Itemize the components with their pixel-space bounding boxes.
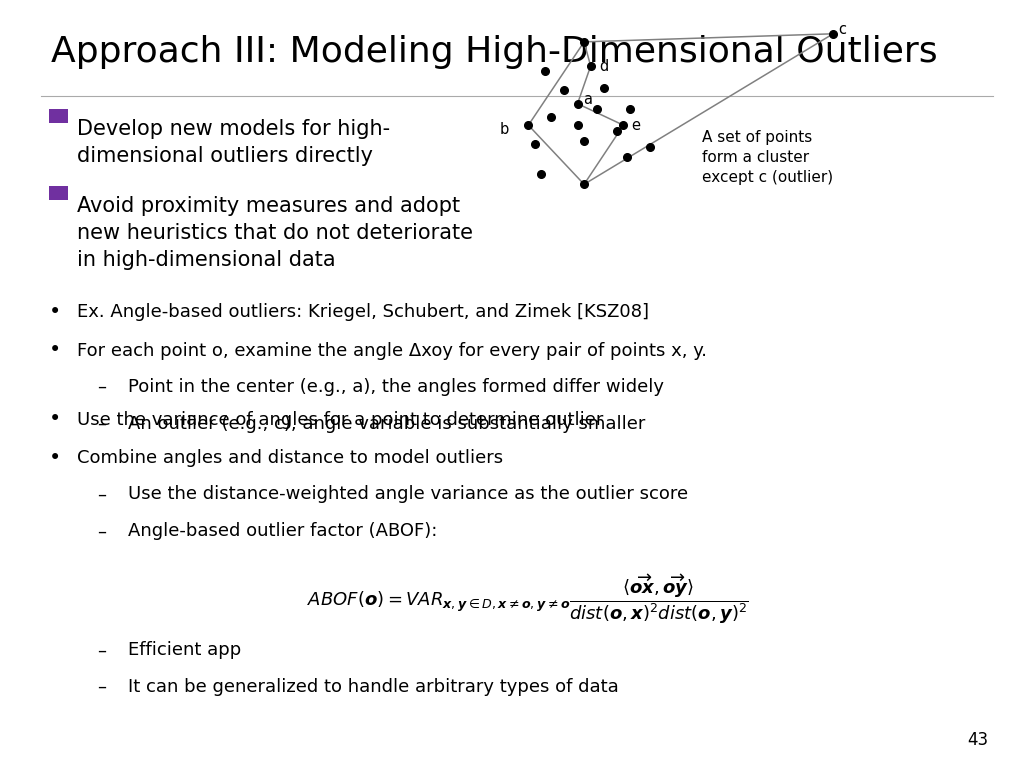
- Text: –: –: [97, 522, 106, 540]
- Text: Use the distance-weighted angle variance as the outlier score: Use the distance-weighted angle variance…: [128, 485, 688, 503]
- Text: d: d: [599, 58, 608, 74]
- Text: e: e: [632, 118, 641, 133]
- Text: It can be generalized to handle arbitrary types of data: It can be generalized to handle arbitrar…: [128, 678, 618, 696]
- Bar: [49, 186, 68, 200]
- Text: 43: 43: [967, 731, 988, 749]
- Text: Efficient app: Efficient app: [128, 641, 242, 659]
- Text: For each point o, examine the angle Δxoy for every pair of points x, y.: For each point o, examine the angle Δxoy…: [77, 342, 707, 359]
- Text: Point in the center (e.g., a), the angles formed differ widely: Point in the center (e.g., a), the angle…: [128, 378, 664, 396]
- Text: An outlier (e.g., c), angle variable is substantially smaller: An outlier (e.g., c), angle variable is …: [128, 415, 645, 432]
- Text: –: –: [97, 678, 106, 696]
- Text: $ABOF(\boldsymbol{o}) = VAR_{\boldsymbol{x},\boldsymbol{y} \in D,\boldsymbol{x} : $ABOF(\boldsymbol{o}) = VAR_{\boldsymbol…: [307, 572, 750, 626]
- Text: Ex. Angle-based outliers: Kriegel, Schubert, and Zimek [KSZ08]: Ex. Angle-based outliers: Kriegel, Schub…: [77, 303, 649, 321]
- Text: Angle-based outlier factor (ABOF):: Angle-based outlier factor (ABOF):: [128, 522, 437, 540]
- Text: Approach III: Modeling High-Dimensional Outliers: Approach III: Modeling High-Dimensional …: [51, 35, 938, 68]
- Text: –: –: [97, 415, 106, 432]
- Text: Use the variance of angles for a point to determine outlier: Use the variance of angles for a point t…: [77, 411, 603, 429]
- Text: Develop new models for high-
dimensional outliers directly: Develop new models for high- dimensional…: [77, 119, 390, 166]
- Text: A set of points
form a cluster
except c (outlier): A set of points form a cluster except c …: [702, 130, 834, 185]
- Text: –: –: [97, 641, 106, 659]
- Text: a: a: [583, 92, 592, 108]
- Text: c: c: [839, 22, 846, 38]
- Text: Avoid proximity measures and adopt
new heuristics that do not deteriorate
in hig: Avoid proximity measures and adopt new h…: [77, 196, 473, 270]
- Text: •: •: [49, 448, 61, 468]
- Text: •: •: [49, 302, 61, 322]
- Text: b: b: [500, 121, 509, 137]
- Text: –: –: [97, 378, 106, 396]
- Text: •: •: [49, 409, 61, 429]
- Text: Combine angles and distance to model outliers: Combine angles and distance to model out…: [77, 449, 503, 467]
- Text: –: –: [97, 485, 106, 503]
- Text: •: •: [49, 340, 61, 360]
- Bar: [49, 109, 68, 123]
